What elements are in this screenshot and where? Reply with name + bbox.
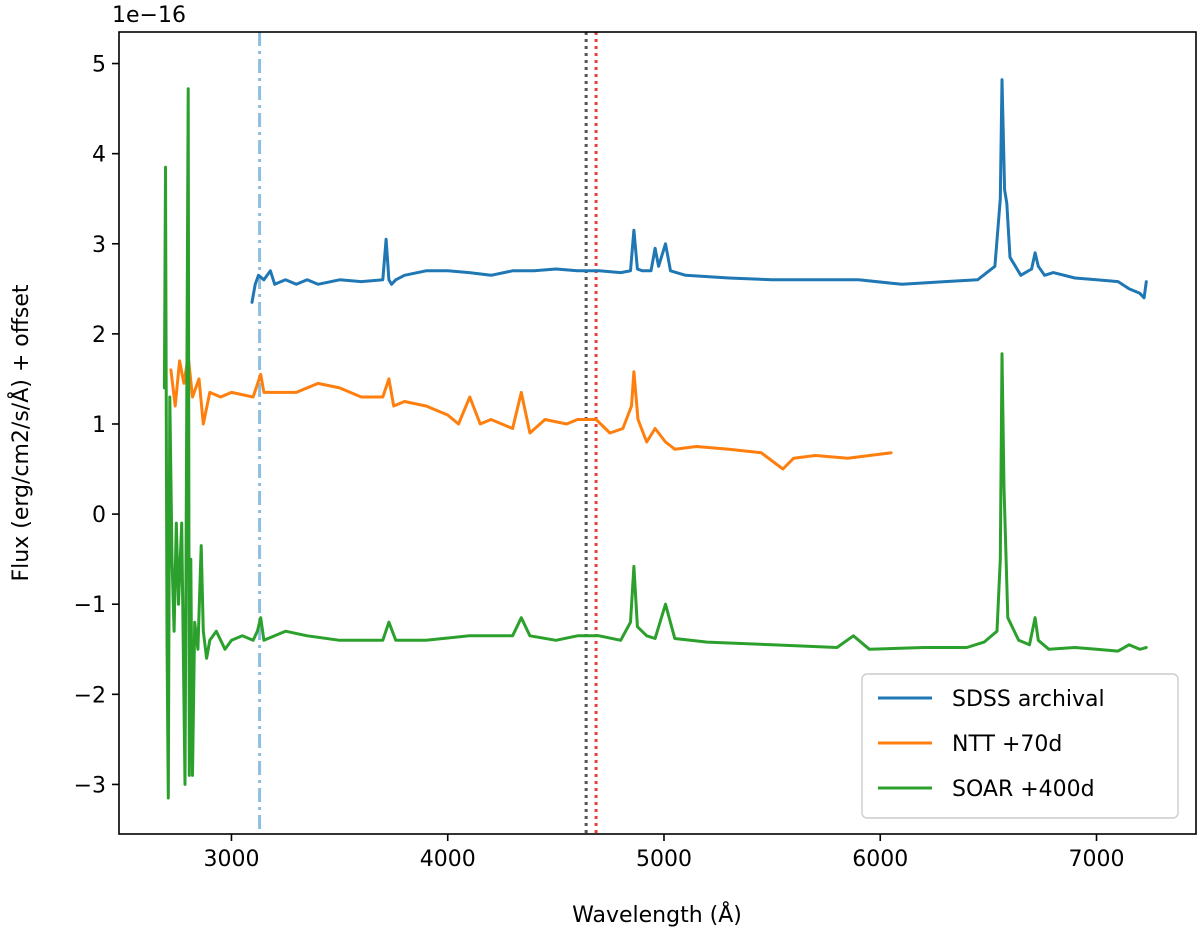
plot-frame (118, 31, 1197, 835)
reference-lines (258, 32, 598, 834)
y-axis-label: Flux (erg/cm2/s/Å) + offset (7, 284, 34, 581)
axis-ticks: 3000 4000 5000 6000 7000 −3 −2 −1 0 1 2 3 4 5 (74, 53, 1125, 872)
x-axis-label: Wavelength (Å) (572, 901, 742, 928)
legend-label: SDSS archival (952, 687, 1105, 712)
series-line-2 (169, 354, 893, 471)
y-tick-label: 0 (92, 503, 106, 528)
legend: SDSS archival NTT +70d SOAR +400d (861, 673, 1179, 819)
x-tick-label: 5000 (636, 847, 692, 872)
series-lines (162, 78, 1148, 800)
y-tick-label: −3 (74, 773, 106, 798)
x-tick-label: 4000 (420, 847, 476, 872)
y-tick-label: −1 (74, 593, 106, 618)
legend-label: SOAR +400d (952, 777, 1095, 802)
series-line-1 (250, 78, 1148, 304)
y-tick-label: 1 (92, 413, 106, 438)
y-tick-label: 4 (92, 143, 106, 168)
y-offset-text: 1e−16 (112, 3, 186, 28)
x-tick-label: 7000 (1069, 847, 1125, 872)
y-tick-label: 3 (92, 233, 106, 258)
y-tick-label: 5 (92, 53, 106, 78)
y-tick-label: −2 (74, 683, 106, 708)
x-tick-label: 3000 (203, 847, 259, 872)
legend-box (861, 673, 1179, 819)
series-line-3 (162, 87, 1148, 800)
x-tick-label: 6000 (852, 847, 908, 872)
legend-label: NTT +70d (952, 732, 1062, 757)
y-tick-label: 2 (92, 323, 106, 348)
